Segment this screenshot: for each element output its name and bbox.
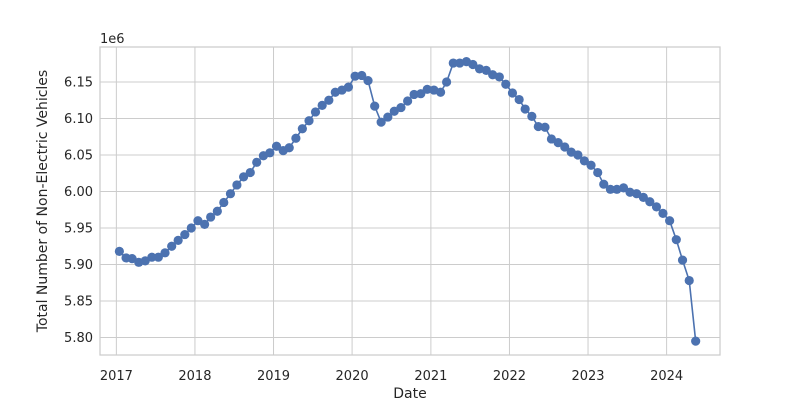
- data-point: [363, 75, 373, 86]
- x-tick-label: 2020: [336, 369, 369, 384]
- data-point: [265, 148, 275, 158]
- data-point: [514, 94, 524, 105]
- x-tick-label: 2018: [178, 369, 211, 384]
- data-point: [173, 235, 183, 246]
- data-point: [638, 192, 648, 202]
- data-point: [533, 121, 543, 132]
- data-point: [442, 77, 452, 87]
- data-point: [684, 275, 694, 286]
- x-tick-label: 2021: [414, 369, 447, 384]
- data-point: [147, 252, 157, 262]
- x-tick-label: 2023: [571, 369, 604, 384]
- data-point: [180, 229, 190, 240]
- y-tick-label: 5.85: [64, 294, 93, 309]
- data-point: [383, 112, 393, 122]
- x-tick-label: 2022: [493, 369, 526, 384]
- data-point: [324, 95, 334, 105]
- y-axis-label: Total Number of Non-Electric Vehicles: [35, 70, 51, 333]
- data-point: [618, 183, 629, 193]
- x-tick-label: 2024: [650, 369, 683, 384]
- data-point: [284, 143, 294, 153]
- y-tick-label: 6.15: [64, 76, 93, 91]
- data-point: [435, 87, 446, 97]
- data-point: [167, 241, 177, 251]
- data-point: [586, 160, 596, 170]
- data-point: [304, 116, 314, 126]
- y-tick-label: 6.00: [64, 185, 93, 200]
- data-point: [422, 84, 432, 94]
- data-point: [468, 59, 478, 70]
- data-point: [219, 197, 229, 208]
- data-point: [310, 107, 321, 117]
- data-point: [416, 89, 426, 99]
- x-tick-label: 2019: [257, 369, 290, 384]
- tick-labels: 2017 2018 2019 2020 2021 2022 2023 2024 5.80 5.85…: [64, 76, 683, 384]
- data-point: [645, 197, 655, 207]
- data-point: [350, 71, 360, 81]
- data-point: [153, 252, 163, 262]
- x-axis-label: Date: [393, 386, 426, 400]
- data-point: [651, 202, 662, 212]
- data-point: [494, 72, 504, 82]
- data-point: [376, 117, 386, 127]
- data-point: [343, 82, 354, 92]
- data-point: [370, 101, 380, 111]
- y-tick-label: 6.05: [64, 149, 93, 164]
- data-point: [677, 255, 688, 265]
- data-point: [553, 138, 563, 148]
- data-point: [160, 248, 170, 258]
- data-point: [481, 65, 491, 75]
- y-tick-label: 5.95: [64, 222, 93, 237]
- data-point: [225, 189, 236, 199]
- data-point: [579, 156, 589, 166]
- data-point: [409, 89, 419, 100]
- data-point: [520, 104, 530, 114]
- y-tick-label: 5.80: [64, 331, 93, 346]
- axis-offset-label: 1e6: [100, 32, 125, 47]
- data-point: [658, 208, 668, 219]
- data-point: [186, 223, 196, 233]
- data-point: [232, 180, 242, 190]
- data-point: [206, 212, 216, 222]
- data-point: [291, 133, 301, 143]
- data-point: [605, 184, 616, 194]
- data-point: [252, 157, 262, 167]
- x-tick-label: 2017: [100, 369, 133, 384]
- data-point: [540, 122, 550, 132]
- data-point: [271, 141, 282, 151]
- plot-area-frame: [99, 46, 721, 356]
- y-tick-label: 6.10: [64, 112, 93, 127]
- data-point: [114, 246, 124, 256]
- data-point: [573, 150, 583, 160]
- data-point: [403, 96, 413, 106]
- data-point: [691, 336, 701, 346]
- data-point: [396, 102, 406, 113]
- data-point: [665, 216, 675, 226]
- data-point: [238, 172, 249, 182]
- data-point: [599, 179, 609, 189]
- y-tick-label: 5.90: [64, 258, 93, 273]
- data-point: [357, 70, 367, 81]
- data-point: [245, 167, 255, 178]
- data-point: [501, 79, 511, 89]
- data-point: [507, 88, 518, 98]
- data-point: [560, 142, 570, 152]
- data-point: [527, 111, 537, 121]
- data-point: [593, 167, 603, 178]
- data-point: [317, 100, 327, 110]
- data-point: [448, 58, 458, 68]
- data-point: [671, 235, 681, 245]
- data-point: [200, 219, 210, 229]
- data-point: [297, 124, 307, 134]
- data-point: [212, 206, 222, 216]
- data-series: [114, 57, 701, 346]
